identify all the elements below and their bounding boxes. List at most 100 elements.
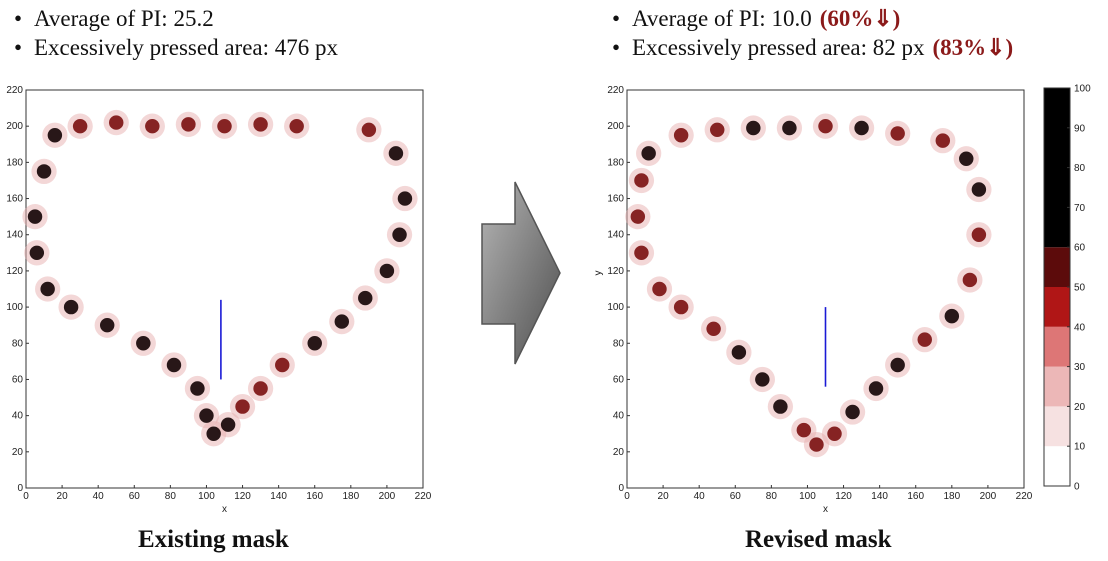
existing-trace-point [361,122,377,138]
existing-x-tick-label: 160 [306,491,323,502]
existing-pressure-trace [22,109,418,447]
existing-x-tick-label: 80 [165,491,177,502]
right-summary: • Average of PI: 10.0 (60%⇓) • Excessively … [612,4,1013,62]
existing-y-tick-label: 20 [12,447,24,458]
existing-trace-point [253,117,268,132]
existing-x-tick-label: 0 [23,491,29,502]
existing-x-tick-label: 40 [93,491,105,502]
revised-pressure-trace [625,113,992,458]
revised-trace-point [782,120,797,136]
revised-mask-heatmap: 0 20 40 60 80 100 120 140 160 180 200 220 0 20 40 60 80 1… [593,85,1033,515]
revised-trace-point [962,272,978,288]
revised-trace-point [944,308,960,324]
revised-trace-point [971,182,987,197]
existing-x-tick-label: 120 [234,491,251,502]
revised-x-tick-label: 20 [658,491,670,502]
revised-x-tick-label: 140 [871,491,888,502]
revised-trace-point [746,120,761,136]
revised-y-tick-label: 0 [618,483,624,494]
revised-y-tick-label: 220 [607,85,624,96]
bullet-glyph: • [612,35,621,60]
right-bullet-pi: • Average of PI: 10.0 (60%⇓) [612,4,1013,33]
existing-trace-point [253,381,268,396]
existing-x-tick-label: 100 [198,491,215,502]
right-arrow-icon [481,181,561,365]
existing-trace-point [72,118,88,134]
existing-y-tick-label: 160 [6,194,23,205]
existing-trace-point [136,336,151,351]
revised-y-axis-label: y [593,271,604,276]
existing-trace-point [275,357,290,373]
existing-x-tick-label: 200 [379,491,396,502]
revised-trace-point [630,209,646,224]
existing-y-tick-label: 100 [6,302,23,313]
colorbar-tick-label: 90 [1074,123,1086,134]
colorbar-tick-label: 60 [1074,243,1086,254]
existing-y-tick-label: 200 [6,121,23,132]
left-bullet-pi: • Average of PI: 25.2 [14,4,338,33]
revised-y-tick-label: 20 [613,447,625,458]
left-bullet-area: • Excessively pressed area: 476 px [14,33,338,62]
existing-x-tick-label: 20 [57,491,69,502]
bullet-glyph: • [14,35,23,60]
revised-trace-point [673,299,689,315]
existing-y-tick-label: 60 [12,374,24,385]
right-pi-text: Average of PI: 10.0 [632,6,812,31]
existing-x-axis-label: x [222,504,227,515]
pressure-colorbar: 0 10 20 30 40 50 60 70 80 90 100 [1043,84,1091,493]
existing-trace-point [358,290,373,306]
existing-y-tick-label: 0 [17,483,23,494]
existing-trace-point [99,317,115,333]
revised-trace-point [959,151,974,166]
existing-trace-point [36,164,52,179]
colorbar-band [1044,88,1070,248]
existing-x-tick-label: 180 [342,491,359,502]
revised-trace-point [755,372,770,387]
existing-trace-point [145,118,160,134]
colorbar-band [1044,247,1070,287]
revised-trace-point [845,404,860,420]
revised-trace-point [868,381,884,396]
left-area-text: Excessively pressed area: 476 px [34,35,339,60]
colorbar-band [1044,287,1070,327]
existing-y-tick-label: 220 [6,85,23,96]
colorbar-tick-label: 80 [1074,163,1086,174]
colorbar-tick-label: 100 [1074,84,1091,95]
revised-x-tick-label: 80 [766,491,778,502]
colorbar-band [1044,366,1070,407]
revised-trace-point [890,126,905,141]
revised-trace-point [673,128,689,143]
revised-y-tick-label: 200 [607,121,624,132]
existing-trace-point [206,426,221,441]
existing-y-tick-label: 140 [6,230,23,241]
existing-trace-point [235,399,250,414]
revised-trace-point [917,332,932,347]
existing-y-tick-label: 40 [12,411,24,422]
left-pi-text: Average of PI: 25.2 [34,6,214,31]
revised-y-tick-label: 160 [607,194,624,205]
colorbar-tick-label: 50 [1074,283,1086,294]
existing-trace-point [388,146,404,161]
revised-trace-point [827,426,842,441]
right-pi-change: (60%⇓) [819,6,901,31]
existing-trace-point [217,118,232,134]
revised-x-tick-label: 40 [694,491,706,502]
colorbar-band [1044,406,1070,447]
existing-y-tick-label: 80 [12,338,24,349]
left-summary: • Average of PI: 25.2 • Excessively presse… [14,4,338,62]
revised-x-tick-label: 60 [730,491,742,502]
colorbar-tick-label: 10 [1074,442,1086,453]
existing-trace-point [109,115,124,130]
revised-trace-point [710,122,725,138]
revised-trace-point [971,227,987,242]
revised-y-tick-label: 120 [607,266,624,277]
revised-y-tick-label: 80 [613,338,625,349]
existing-trace-point [289,118,304,134]
revised-trace-point [796,422,812,438]
revised-trace-point [641,146,656,161]
revised-y-tick-label: 60 [613,374,625,385]
colorbar-tick-label: 70 [1074,203,1086,214]
existing-y-tick-label: 180 [6,157,23,168]
revised-y-tick-label: 40 [613,411,625,422]
revised-trace-point [854,120,869,136]
